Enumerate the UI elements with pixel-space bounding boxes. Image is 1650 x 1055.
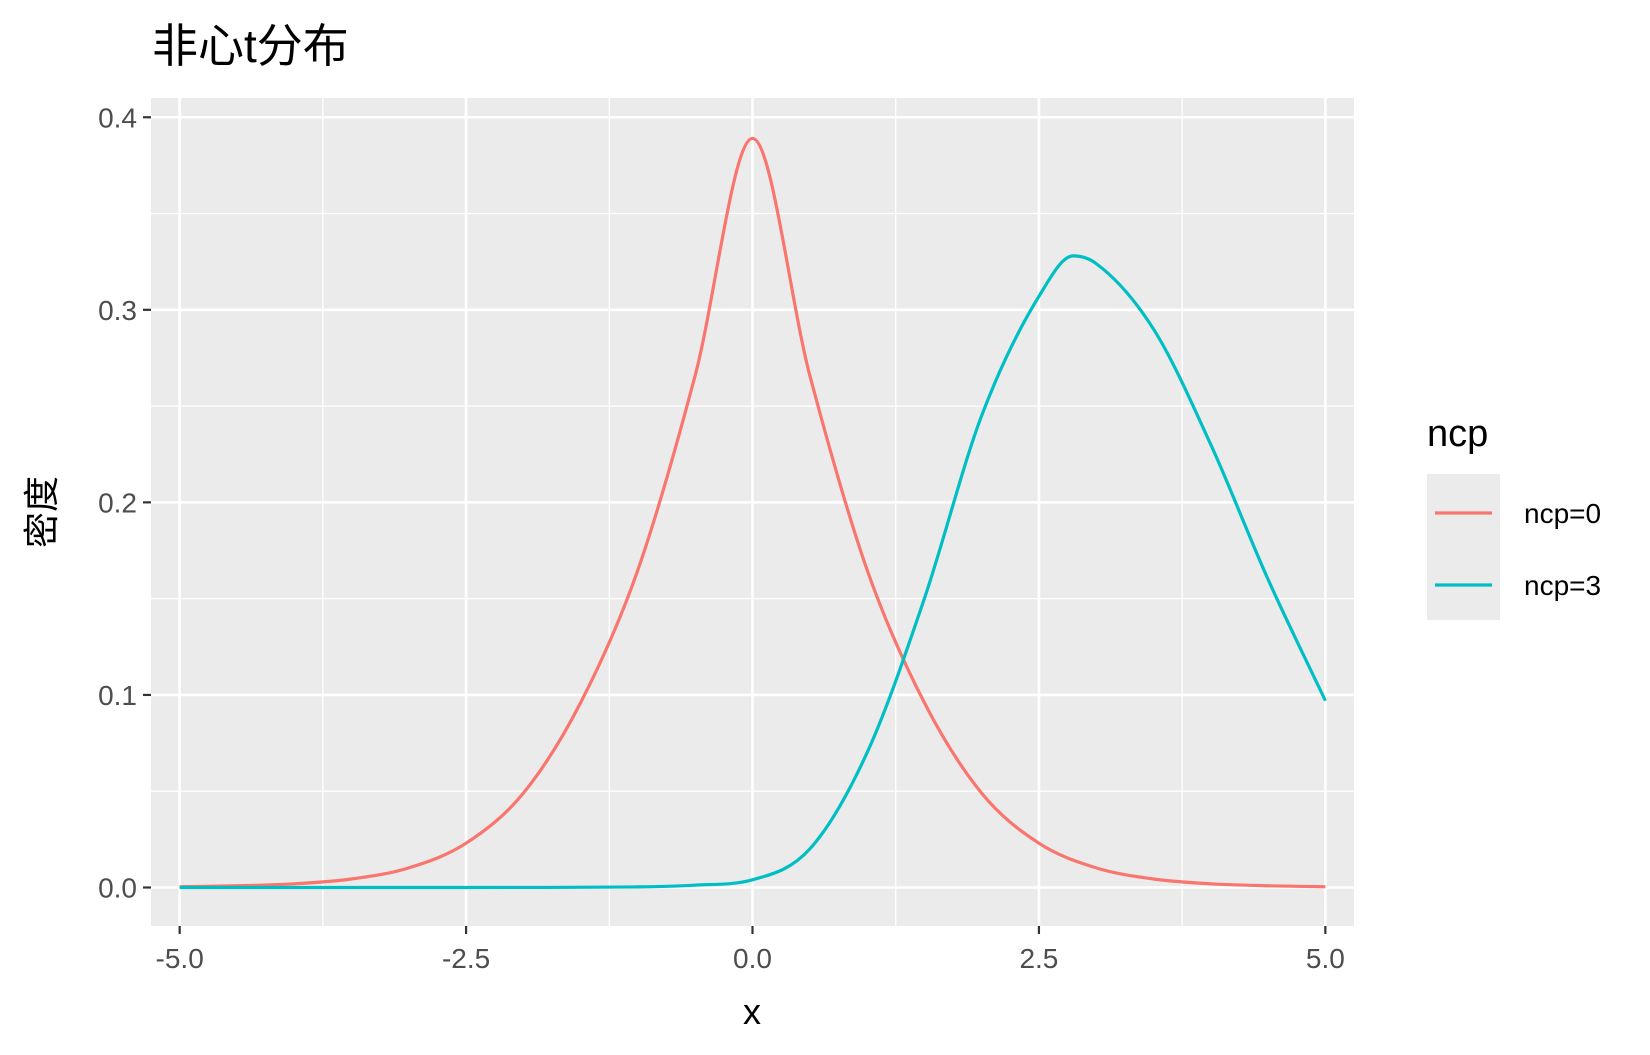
y-axis: 0.0 0.1 0.2 0.3 0.4: [98, 102, 151, 903]
legend: ncp ncp=0 ncp=3: [1427, 413, 1601, 620]
series-line-ncp-0: [179, 136, 1326, 889]
y-axis-title: 密度: [21, 476, 62, 548]
chart-title: 非心t分布: [152, 20, 349, 72]
y-tick-label: 0.3: [98, 295, 137, 326]
x-tick-label: 5.0: [1306, 943, 1345, 974]
x-tick-label: -5.0: [156, 943, 204, 974]
series-line-ncp-3: [179, 254, 1327, 890]
x-tick-label: -2.5: [442, 943, 490, 974]
x-axis-title: x: [743, 991, 761, 1032]
legend-label: ncp=0: [1524, 498, 1601, 529]
x-tick-label: 2.5: [1019, 943, 1058, 974]
legend-label: ncp=3: [1524, 570, 1601, 601]
major-gridlines: [151, 98, 1354, 926]
y-tick-label: 0.2: [98, 487, 137, 518]
x-axis: -5.0 -2.5 0.0 2.5 5.0: [156, 926, 1345, 974]
y-tick-label: 0.4: [98, 102, 137, 133]
series-lines: [179, 136, 1327, 890]
y-tick-label: 0.1: [98, 680, 137, 711]
y-tick-label: 0.0: [98, 872, 137, 903]
x-tick-label: 0.0: [733, 943, 772, 974]
legend-key-background: [1427, 474, 1500, 620]
legend-items: ncp=0 ncp=3: [1435, 498, 1601, 601]
legend-title: ncp: [1427, 413, 1488, 455]
